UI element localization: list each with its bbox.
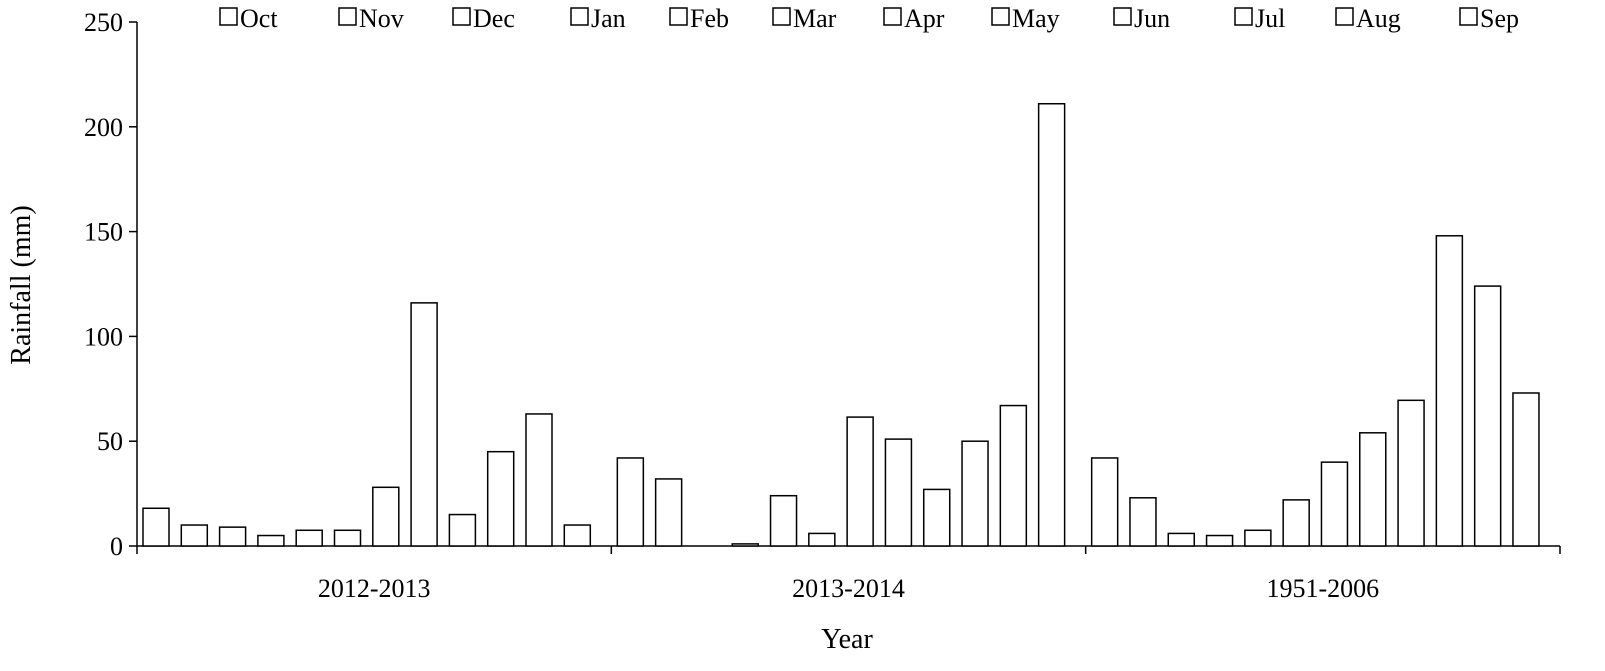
y-tick-label: 150 [84,218,123,247]
bar-jul-2 [961,440,989,547]
bar-jun-1 [448,513,477,547]
bar-mar-2 [808,532,836,547]
y-axis: 0 50 100 150 200 250 [84,8,138,561]
x-axis-title: Year [821,624,873,655]
legend-label: Jun [1134,4,1170,33]
legend-label: Jan [591,4,626,33]
bar-apr-1 [372,486,400,547]
bars [142,102,1540,547]
bar-sep-2 [1037,102,1066,547]
bar-mar-3 [1282,499,1310,547]
bar-jul-1 [486,450,515,547]
y-tick-label: 250 [84,8,123,37]
legend-label: May [1012,4,1060,33]
x-category-label: 1951-2006 [1266,574,1379,603]
bar-oct-3 [1090,457,1119,547]
bar-jun-2 [922,488,951,547]
bar-dec-3 [1167,532,1196,547]
legend-swatch [772,7,791,26]
legend-swatch [570,7,589,26]
bar-feb-3 [1244,529,1272,547]
bar-jul-3 [1435,235,1464,547]
legend-swatch [669,7,688,26]
y-tick-label: 0 [110,532,123,561]
legend-swatch [1459,7,1478,26]
y-axis-title: Rainfall (mm) [6,205,37,364]
legend-label: Aug [1356,4,1401,33]
legend-label: Apr [904,4,945,33]
legend-label: Sep [1480,4,1519,33]
legend-label: Nov [359,4,404,33]
bar-aug-1 [525,413,553,547]
bar-may-3 [1359,432,1387,547]
legend-swatch [1234,7,1253,26]
legend-swatch [1113,7,1132,26]
legend-label: Mar [793,4,837,33]
y-tick-label: 100 [84,322,123,351]
bar-aug-2 [999,404,1028,547]
bar-may-2 [884,438,913,547]
bar-jan-1 [257,534,285,547]
bar-feb-1 [295,529,323,547]
legend-swatch [338,7,357,26]
legend-swatch [991,7,1010,26]
legend-label: Jul [1255,4,1285,33]
bar-jan-2 [731,543,759,547]
bar-nov-1 [180,524,209,547]
bar-nov-3 [1129,497,1157,547]
legend-label: Dec [473,4,515,33]
bar-mar-1 [333,529,362,547]
legend-label: Oct [240,4,278,33]
x-category-label: 2012-2013 [318,574,431,603]
legend-swatch [1335,7,1354,26]
legend-swatch [452,7,471,26]
bar-nov-2 [654,478,683,547]
x-category-label: 2013-2014 [792,574,905,603]
legend: Oct Nov Dec Jan Feb Mar Apr May Jun Jul Aug Sep [219,4,1519,33]
bar-sep-1 [563,524,592,547]
legend-swatch [219,7,238,26]
bar-apr-2 [846,416,874,547]
legend-label: Feb [690,4,729,33]
x-axis: 2012-2013 2013-2014 1951-2006 [136,545,1561,603]
bar-apr-3 [1320,461,1349,547]
bar-sep-3 [1512,392,1540,547]
bar-may-1 [410,302,438,547]
y-tick-label: 50 [97,427,123,456]
bar-aug-3 [1473,285,1502,547]
bar-feb-2 [769,494,798,547]
bar-oct-1 [142,507,170,547]
legend-swatch [883,7,902,26]
bar-oct-2 [616,457,645,547]
bar-jun-3 [1397,399,1425,547]
bar-dec-1 [218,526,247,547]
bar-jan-3 [1205,534,1234,547]
y-tick-label: 200 [84,113,123,142]
